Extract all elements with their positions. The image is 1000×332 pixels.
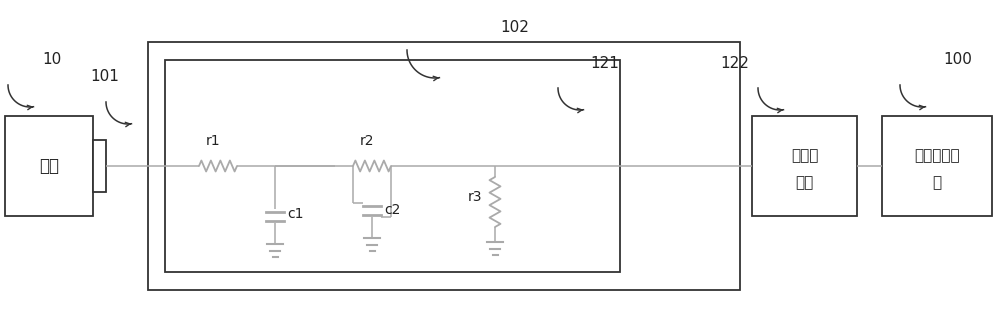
Text: 路: 路: [932, 176, 942, 191]
Text: r1: r1: [206, 134, 220, 148]
Text: 101: 101: [91, 69, 119, 85]
Text: r2: r2: [360, 134, 374, 148]
Text: 102: 102: [501, 20, 529, 35]
Text: 模数转: 模数转: [791, 148, 818, 163]
Text: c1: c1: [287, 207, 304, 221]
Bar: [5, 116, 93, 216]
Text: 人体: 人体: [39, 157, 59, 175]
Text: 无线传输电: 无线传输电: [914, 148, 960, 163]
Text: 10: 10: [42, 52, 62, 67]
Text: 121: 121: [591, 56, 619, 71]
Text: 122: 122: [721, 56, 749, 71]
Text: 换器: 换器: [795, 176, 814, 191]
Bar: [165, 60, 620, 272]
Bar: [882, 116, 992, 216]
Text: r3: r3: [468, 190, 482, 204]
Bar: [148, 42, 740, 290]
Text: c2: c2: [384, 203, 400, 217]
Bar: [752, 116, 857, 216]
Bar: [93, 140, 106, 192]
Text: 100: 100: [944, 52, 972, 67]
